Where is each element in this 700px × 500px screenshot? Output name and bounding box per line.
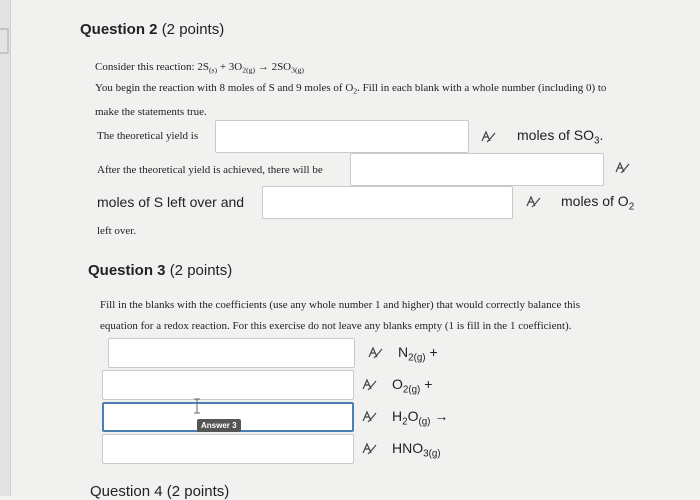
instructions: You begin the reaction with 8 moles of S… (95, 82, 606, 96)
formula-sub: 3(g) (423, 448, 441, 460)
text: moles of O (561, 193, 629, 209)
reaction-line: Consider this reaction: 2S(s) + 3O2(g) →… (95, 61, 304, 75)
text: The theoretical yield is (97, 130, 199, 142)
side-strip (0, 0, 11, 496)
formula-sub: 2 (353, 86, 358, 96)
answer-input[interactable] (102, 434, 354, 464)
text: left over. (97, 225, 137, 237)
spellcheck-icon[interactable] (614, 161, 630, 175)
text: Fill in the blanks with the coefficients… (100, 299, 580, 311)
question-title: Question 4 (90, 483, 163, 500)
formula: + (420, 376, 433, 392)
formula-sub: (g) (418, 416, 431, 428)
tooltip: Answer 3 (197, 419, 241, 432)
question-title: Question 2 (80, 21, 158, 38)
formula-sub: 2(g) (402, 384, 421, 396)
text: moles of S left over and (97, 194, 245, 210)
question-points: (2 points) (161, 21, 225, 38)
species-label: H2O(g) → (392, 408, 448, 427)
formula-sub: 2(g) (408, 352, 426, 364)
species-label: O2(g) + (392, 376, 432, 395)
formula: O (407, 408, 419, 424)
spellcheck-icon[interactable] (525, 195, 541, 209)
text: Consider this reaction: (95, 61, 195, 73)
formula-sub: 3 (594, 135, 600, 147)
text: . Fill in each blank with a whole number… (357, 82, 607, 94)
formula: O (392, 376, 403, 392)
text: make the statements true. (95, 106, 207, 118)
formula: + 3O (217, 61, 243, 73)
formula: + (425, 344, 438, 360)
formula: → (430, 408, 449, 424)
question-points: (2 points) (166, 483, 230, 500)
question-title: Question 3 (88, 262, 166, 279)
formula: N (398, 344, 409, 360)
formula-sub: (s) (208, 65, 218, 75)
formula-sub: 2(g) (242, 65, 256, 75)
answer-input[interactable] (350, 153, 604, 186)
unit-label: moles of O2 (561, 193, 634, 212)
answer-input[interactable] (262, 186, 513, 219)
text-cursor (194, 398, 200, 414)
spellcheck-icon[interactable] (361, 442, 377, 456)
text: You begin the reaction with 8 moles of S… (95, 82, 354, 94)
text: moles of SO (517, 127, 595, 143)
spellcheck-icon[interactable] (367, 346, 383, 360)
question-header: Question 3 (2 points) (88, 262, 232, 279)
formula-sub: 2 (628, 201, 635, 213)
answer-input[interactable] (215, 120, 469, 153)
question-header: Question 2 (2 points) (80, 21, 224, 38)
text: equation for a redox reaction. For this … (100, 320, 572, 332)
species-label: N2(g) + (398, 344, 438, 363)
formula: 2S (197, 61, 209, 73)
side-tab (0, 28, 9, 54)
spellcheck-icon[interactable] (361, 410, 377, 424)
species-label: HNO3(g) (392, 440, 441, 459)
spellcheck-icon[interactable] (480, 130, 496, 144)
formula-sub: 3(g) (291, 65, 304, 75)
question-header: Question 4 (2 points) (90, 483, 229, 500)
formula: HNO (392, 440, 424, 456)
formula-sub: 2 (402, 416, 408, 428)
formula: → 2SO (255, 61, 292, 73)
spellcheck-icon[interactable] (361, 378, 377, 392)
unit-label: moles of SO3. (517, 127, 603, 146)
answer-input[interactable] (108, 338, 355, 368)
text: After the theoretical yield is achieved,… (97, 164, 323, 176)
answer-input[interactable] (102, 370, 354, 400)
text: . (599, 127, 604, 143)
formula: H (392, 408, 403, 424)
question-points: (2 points) (169, 262, 233, 279)
